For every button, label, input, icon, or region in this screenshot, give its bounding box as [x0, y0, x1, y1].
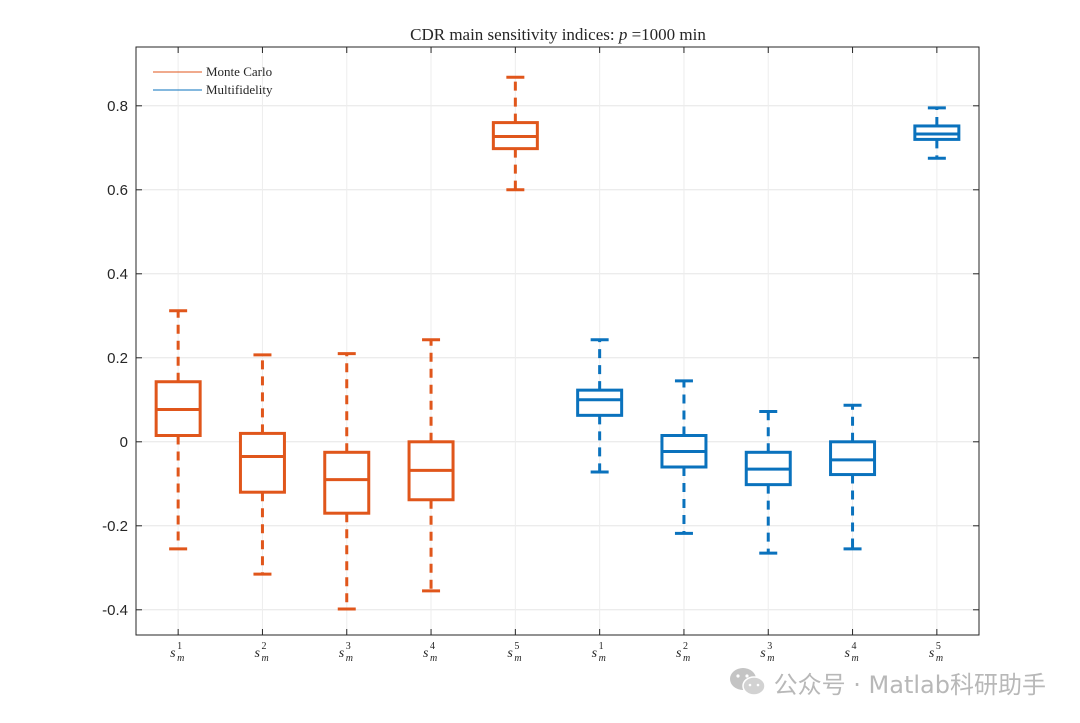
x-tick-label-9: s 4m — [845, 641, 859, 664]
x-tick-label-6: s 1m — [592, 641, 606, 664]
watermark-text: 公众号 · Matlab科研助手 — [773, 670, 1046, 699]
box-iqr — [576, 388, 624, 417]
y-tick-label-1: -0.2 — [102, 518, 128, 535]
y-tick-label-0: -0.4 — [102, 602, 128, 619]
box-1-0 — [576, 338, 624, 474]
box-1-4 — [913, 106, 961, 160]
y-tick-label-2: 0 — [120, 434, 128, 451]
wechat-icon — [729, 668, 766, 696]
x-tick-label-4: s 4m — [423, 641, 437, 664]
y-tick-label-6: 0.8 — [107, 98, 128, 115]
x-tick-label-5: s 5m — [507, 641, 521, 664]
x-tick-label-subscript: m — [852, 653, 859, 664]
x-tick-label-superscript: 4 — [852, 641, 857, 652]
x-tick-label-superscript: 5 — [514, 641, 519, 652]
x-tick-label-8: s 3m — [760, 641, 774, 664]
box-1-2 — [744, 410, 792, 555]
x-tick-label-subscript: m — [936, 653, 943, 664]
watermark: 公众号 · Matlab科研助手 — [728, 665, 1046, 699]
box-0-0 — [154, 309, 202, 551]
x-tick-label-base: s — [507, 646, 513, 661]
x-tick-label-1: s 1m — [170, 641, 184, 664]
x-tick-label-base: s — [929, 646, 935, 661]
box-0-4 — [491, 75, 539, 192]
legend: Monte Carlo Multifidelity — [153, 64, 273, 97]
legend-label-monte-carlo: Monte Carlo — [206, 64, 272, 79]
axes — [135, 46, 980, 636]
y-axis-tick-labels: -0.4 -0.2 0 0.2 0.4 0.6 0.8 — [102, 98, 128, 619]
x-tick-label-subscript: m — [514, 653, 521, 664]
x-tick-label-base: s — [254, 646, 260, 661]
box-0-2 — [323, 352, 371, 611]
x-tick-label-subscript: m — [261, 653, 268, 664]
series-multifidelity — [576, 106, 961, 555]
x-tick-label-2: s 2m — [254, 641, 268, 664]
box-plot-series — [154, 75, 961, 611]
x-axis-tick-labels: s 1m s 2m s 3m s 4m s 5m s 1m s 2m s 3m s 4m s 5m — [170, 641, 943, 664]
x-tick-label-base: s — [760, 646, 766, 661]
chart-title: CDR main sensitivity indices: p =1000 mi… — [410, 25, 706, 44]
x-tick-label-subscript: m — [683, 653, 690, 664]
x-tick-label-superscript: 5 — [936, 641, 941, 652]
box-1-3 — [829, 403, 877, 551]
box-iqr — [238, 431, 286, 494]
x-tick-label-base: s — [339, 646, 345, 661]
plot-area-border — [135, 46, 980, 636]
x-tick-label-7: s 2m — [676, 641, 690, 664]
series-monte-carlo — [154, 75, 539, 611]
x-tick-label-superscript: 1 — [599, 641, 604, 652]
x-tick-label-superscript: 4 — [430, 641, 435, 652]
legend-label-multifidelity: Multifidelity — [206, 82, 273, 97]
x-tick-label-base: s — [676, 646, 682, 661]
x-tick-label-10: s 5m — [929, 641, 943, 664]
x-tick-label-subscript: m — [599, 653, 606, 664]
x-tick-label-subscript: m — [430, 653, 437, 664]
x-tick-label-superscript: 2 — [683, 641, 688, 652]
x-tick-label-base: s — [170, 646, 176, 661]
y-tick-label-3: 0.2 — [107, 350, 128, 367]
box-iqr — [323, 450, 371, 515]
x-tick-label-3: s 3m — [339, 641, 353, 664]
x-tick-label-subscript: m — [767, 653, 774, 664]
x-tick-label-superscript: 3 — [346, 641, 351, 652]
x-tick-label-base: s — [845, 646, 851, 661]
x-tick-label-base: s — [423, 646, 429, 661]
y-tick-label-4: 0.4 — [107, 266, 128, 283]
x-tick-label-base: s — [592, 646, 598, 661]
x-tick-label-superscript: 1 — [177, 641, 182, 652]
x-tick-label-subscript: m — [346, 653, 353, 664]
x-tick-label-subscript: m — [177, 653, 184, 664]
box-0-1 — [238, 353, 286, 576]
y-tick-label-5: 0.6 — [107, 182, 128, 199]
box-1-1 — [660, 379, 708, 535]
box-0-3 — [407, 338, 455, 593]
x-tick-label-superscript: 2 — [261, 641, 266, 652]
box-iqr — [829, 440, 877, 477]
x-tick-label-superscript: 3 — [767, 641, 772, 652]
